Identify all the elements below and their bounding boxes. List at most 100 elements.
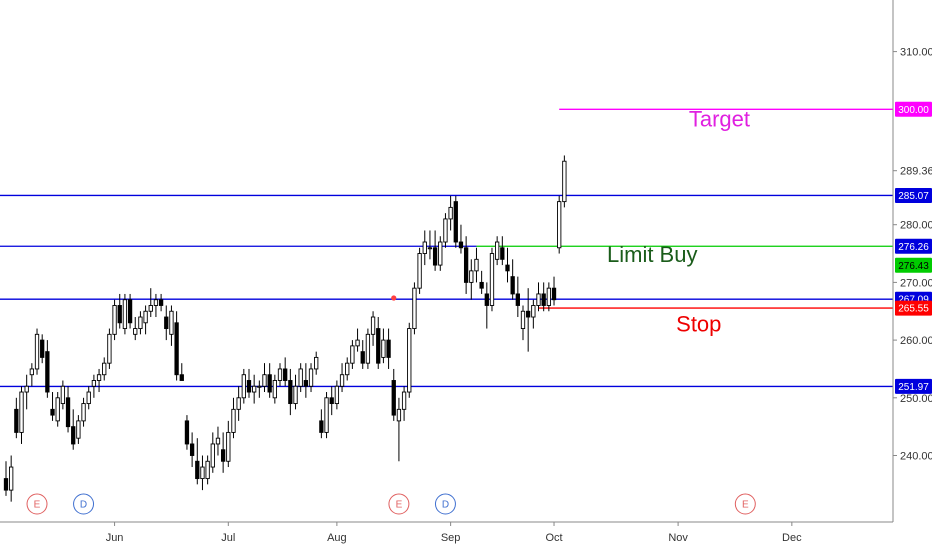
annotations: Target Limit Buy Stop (391, 107, 750, 336)
candle-up (308, 368, 314, 387)
candle-up (96, 374, 102, 381)
y-tick-label: 289.36 (900, 166, 932, 178)
x-tick-label: Sep (441, 532, 461, 544)
price-badge-label: 276.26 (898, 242, 929, 253)
candle-up (355, 339, 360, 347)
price-badge (895, 378, 932, 394)
candle-down (329, 397, 334, 405)
candle-up (60, 385, 66, 405)
x-tick-label: Dec (782, 532, 802, 544)
candle-down (319, 420, 324, 433)
candle-down (463, 247, 469, 283)
price-badge (895, 238, 932, 254)
event-label: E (396, 500, 403, 511)
candle-down (189, 443, 195, 456)
candle-up (495, 241, 500, 260)
candle-up (345, 362, 350, 376)
candle-up (443, 218, 448, 243)
candle-up (365, 333, 371, 364)
candle-up (407, 328, 412, 393)
candle-up (401, 391, 407, 410)
candle-down (195, 460, 200, 480)
price-badge-label: 267.09 (898, 295, 929, 306)
candle-down (500, 247, 505, 260)
candle-down (505, 264, 510, 272)
candle-down (127, 299, 133, 324)
price-badge-label: 285.07 (898, 191, 929, 202)
candle-up (34, 333, 40, 370)
candle-down (174, 322, 179, 376)
candle-up (148, 305, 153, 312)
candle-up (86, 391, 91, 405)
candle-down (40, 339, 45, 358)
y-tick-label: 250.00 (900, 393, 932, 405)
candle-up (469, 270, 474, 283)
candle-up (102, 362, 107, 376)
x-axis-ticks: Jun Jul Aug Sep Oct Nov Dec (106, 522, 802, 544)
candle-up (298, 368, 303, 387)
candle-down (303, 380, 309, 387)
candle-up (122, 299, 128, 330)
event-label: E (742, 500, 749, 511)
candle-down (510, 276, 515, 295)
event-label: D (442, 500, 449, 511)
candle-down (164, 316, 169, 330)
candle-down (220, 449, 226, 462)
y-tick-label: 310.00 (900, 47, 932, 59)
y-tick-label: 280.00 (900, 220, 932, 232)
candle-up (210, 443, 215, 468)
candle-up (562, 160, 567, 203)
earnings-event-icon (26, 493, 48, 515)
candle-up (412, 287, 417, 330)
candle-up (138, 316, 143, 330)
candle-up (226, 431, 231, 462)
candle-up (427, 247, 433, 250)
candle-up (205, 460, 210, 480)
candles (3, 155, 567, 502)
earnings-event-icon (388, 493, 410, 515)
candle-up (215, 437, 221, 445)
candle-up (422, 241, 427, 254)
candle-down (360, 351, 365, 364)
candle-up (334, 385, 340, 405)
candle-down (179, 374, 184, 381)
candle-down (515, 293, 520, 306)
candle-down (283, 368, 288, 381)
candle-down (386, 339, 391, 358)
candle-up (350, 345, 355, 364)
x-tick-label: Nov (668, 532, 688, 544)
event-label: D (80, 500, 87, 511)
candle-up (293, 385, 298, 405)
signal-dot (391, 295, 397, 301)
dividend-event-icon (73, 493, 95, 515)
y-tick-label: 260.00 (900, 335, 932, 347)
candle-up (557, 201, 562, 249)
candle-up (112, 305, 117, 335)
candle-up (200, 466, 205, 480)
candle-down (376, 328, 381, 364)
price-badge (895, 187, 932, 203)
candle-up (546, 287, 552, 306)
candle-up (396, 408, 402, 422)
price-badge-label: 251.97 (898, 382, 929, 393)
candle-up (474, 258, 479, 272)
y-tick-label: 240.00 (900, 451, 932, 463)
candle-up (231, 408, 236, 433)
candle-down (246, 380, 252, 393)
candle-up (133, 328, 138, 335)
candle-up (417, 253, 422, 289)
candle-up (76, 420, 81, 439)
candle-down (453, 201, 458, 243)
candle-up (381, 339, 386, 358)
price-badge-label: 265.55 (898, 304, 929, 315)
price-badge (895, 101, 932, 117)
candle-down (551, 287, 557, 301)
candle-down (288, 380, 293, 405)
candle-down (158, 299, 164, 306)
candle-up (489, 253, 495, 306)
candle-up (339, 374, 345, 387)
price-badge (895, 257, 932, 273)
